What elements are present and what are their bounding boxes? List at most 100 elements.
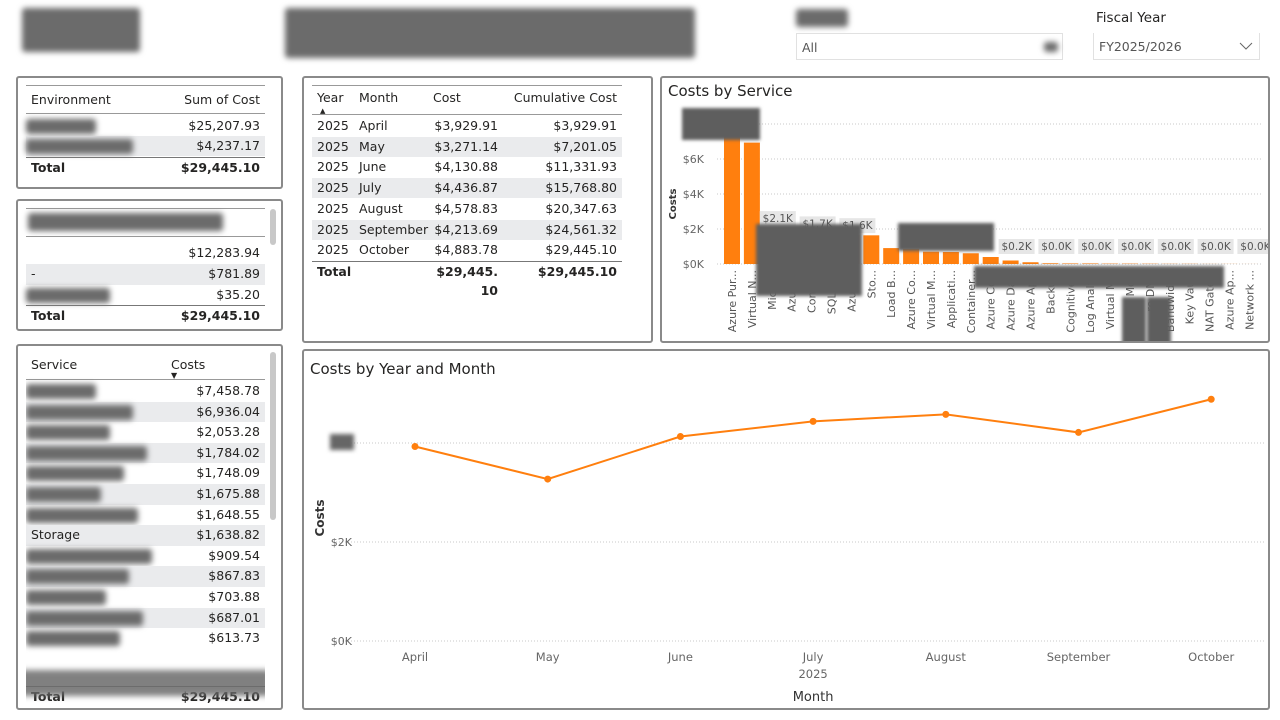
table-row[interactable]: $1,748.09 <box>26 463 265 484</box>
sort-ascending-icon: ▲ <box>320 107 326 115</box>
page-title <box>285 8 695 58</box>
row-label <box>26 610 143 626</box>
table-row[interactable]: $867.83 <box>26 566 265 587</box>
column-header[interactable]: Costs <box>171 357 206 372</box>
column-header[interactable]: Service <box>31 357 78 372</box>
data-point[interactable] <box>1075 428 1082 436</box>
x-tick-label: Network ... <box>1243 270 1256 330</box>
scrollbar[interactable] <box>270 209 276 245</box>
bar[interactable] <box>982 257 999 264</box>
row-value: $25,207.93 <box>188 118 260 133</box>
table-row[interactable]: $909.54 <box>26 546 265 567</box>
bar[interactable] <box>1082 263 1099 264</box>
bar[interactable] <box>863 235 880 264</box>
column-header[interactable]: Year <box>317 90 344 105</box>
cost-cell: $4,213.69 <box>434 221 498 237</box>
bar[interactable] <box>903 248 920 264</box>
bar[interactable] <box>1062 263 1079 264</box>
cost-cell: $4,130.88 <box>434 159 498 175</box>
year-cell: 2025 <box>317 200 349 216</box>
table-row[interactable]: Storage $1,638.82 <box>26 525 265 546</box>
x-tick-label: May <box>536 650 560 664</box>
row-label <box>26 590 106 605</box>
scrollbar[interactable] <box>270 352 276 520</box>
column-header[interactable]: Cumulative Cost <box>513 90 617 105</box>
table-row[interactable]: $1,784.02 <box>26 442 265 464</box>
data-label-background <box>998 239 1035 254</box>
x-tick-label: April <box>402 650 428 664</box>
bar[interactable] <box>923 251 939 264</box>
category-table-card: $12,283.94 - $781.89 $35.20 Total $29,445.10 <box>16 199 283 331</box>
bar[interactable] <box>724 133 740 264</box>
bar[interactable] <box>1022 262 1039 264</box>
column-header[interactable]: Cost <box>433 90 461 105</box>
year-cell: 2025 <box>317 221 349 237</box>
bar[interactable] <box>942 251 959 264</box>
slicer-dropdown[interactable]: All <box>796 33 1063 60</box>
bar[interactable] <box>883 248 900 264</box>
table-row[interactable]: $25,207.93 <box>26 116 265 136</box>
table-row[interactable]: $2,053.28 <box>26 422 265 443</box>
table-row[interactable]: $1,675.88 <box>26 484 265 505</box>
x-tick-label: Azure Ap... <box>1224 270 1237 330</box>
data-point[interactable] <box>942 410 950 418</box>
table-row[interactable]: 2025 May $3,271.14 $7,201.05 <box>312 136 622 157</box>
data-point[interactable] <box>411 442 419 450</box>
y-tick-label: $0K <box>683 258 705 271</box>
table-row[interactable]: 2025 April $3,929.91 $3,929.91 <box>312 116 622 136</box>
cost-cell: $4,436.87 <box>434 180 498 196</box>
fiscal-year-label: Fiscal Year <box>1096 10 1166 26</box>
column-header[interactable]: Month <box>359 90 399 105</box>
data-label-background <box>1038 239 1075 254</box>
year-cell: 2025 <box>317 180 349 196</box>
row-value: $1,638.82 <box>196 527 260 543</box>
data-label-background <box>1197 239 1234 254</box>
data-point[interactable] <box>1207 395 1215 403</box>
data-label-background <box>759 211 796 227</box>
row-value: $35.20 <box>216 287 260 302</box>
redaction <box>1122 297 1146 341</box>
column-header[interactable] <box>28 213 223 231</box>
data-point[interactable] <box>809 417 817 425</box>
year-cell: 2025 <box>317 138 349 154</box>
data-label: $2.1K <box>763 213 794 225</box>
table-row[interactable]: 2025 September $4,213.69 $24,561.32 <box>312 219 622 240</box>
table-row[interactable]: $703.88 <box>26 587 265 608</box>
table-row[interactable]: $1,648.55 <box>26 505 265 526</box>
year-cell: 2025 <box>317 242 349 258</box>
row-value: $4,237.17 <box>196 138 260 153</box>
table-row[interactable]: $6,936.04 <box>26 401 265 423</box>
table-row[interactable]: $7,458.78 <box>26 381 265 402</box>
cost-cell: $4,883.78 <box>434 242 498 258</box>
bar[interactable] <box>1002 260 1019 265</box>
table-row[interactable]: $12,283.94 <box>26 243 265 264</box>
data-label: $0.0K <box>1200 241 1231 253</box>
row-label <box>26 288 110 303</box>
x-tick-label: Applicati... <box>945 270 958 328</box>
month-table-card: Year ▲ Month Cost Cumulative Cost 2025 A… <box>302 76 653 343</box>
bar[interactable] <box>743 142 760 264</box>
table-row[interactable]: 2025 June $4,130.88 $11,331.93 <box>312 157 622 177</box>
data-label-background <box>1078 239 1115 254</box>
bar[interactable] <box>1042 263 1059 264</box>
table-row[interactable]: 2025 July $4,436.87 $15,768.80 <box>312 178 622 199</box>
table-row[interactable]: $687.01 <box>26 607 265 629</box>
fiscal-year-dropdown[interactable]: FY2025/2026 <box>1093 33 1260 60</box>
table-row[interactable]: 2025 August $4,578.83 $20,347.63 <box>312 199 622 219</box>
bar[interactable] <box>962 253 979 264</box>
column-header[interactable]: Environment <box>31 92 111 107</box>
data-point[interactable] <box>676 433 684 441</box>
table-row[interactable]: - $781.89 <box>26 264 265 285</box>
column-header[interactable]: Sum of Cost <box>184 92 260 107</box>
table-row[interactable]: $35.20 <box>26 285 265 306</box>
row-value: $687.01 <box>208 609 260 625</box>
row-label <box>26 139 133 154</box>
data-point[interactable] <box>544 475 552 483</box>
table-row[interactable]: $613.73 <box>26 628 265 649</box>
row-value: $1,748.09 <box>196 465 260 481</box>
row-label <box>26 425 110 441</box>
table-row[interactable]: 2025 October $4,883.78 $29,445.10 <box>312 240 622 260</box>
table-row[interactable]: $4,237.17 <box>26 136 265 156</box>
year-cell: 2025 <box>317 159 349 175</box>
cumulative-cost-cell: $3,929.91 <box>553 118 617 133</box>
